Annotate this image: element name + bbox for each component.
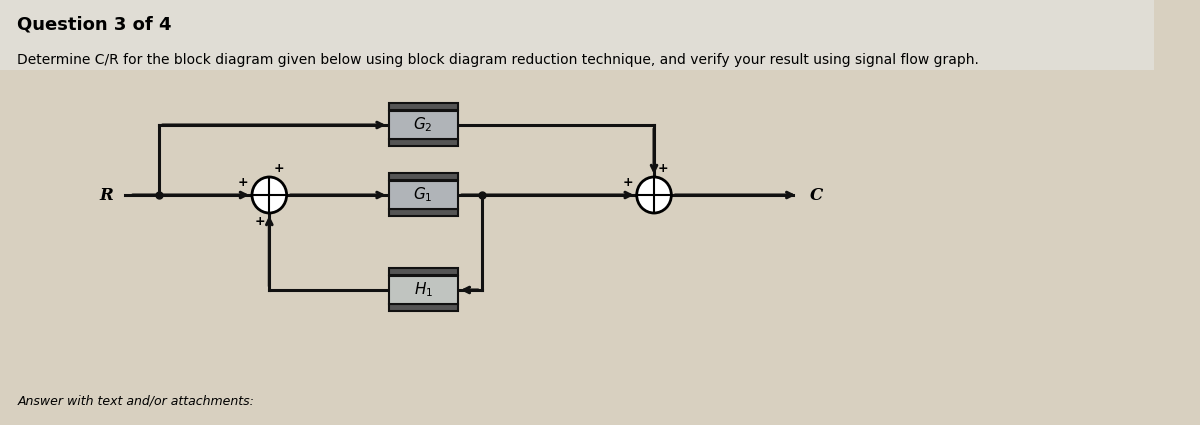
- Circle shape: [252, 177, 287, 213]
- FancyBboxPatch shape: [389, 111, 458, 139]
- Text: R: R: [100, 187, 114, 204]
- Text: Question 3 of 4: Question 3 of 4: [17, 15, 172, 33]
- Text: $G_2$: $G_2$: [414, 116, 433, 134]
- FancyBboxPatch shape: [389, 173, 458, 180]
- Text: Determine C/R for the block diagram given below using block diagram reduction te: Determine C/R for the block diagram give…: [17, 53, 979, 67]
- Text: Answer with text and/or attachments:: Answer with text and/or attachments:: [17, 394, 254, 407]
- FancyBboxPatch shape: [389, 181, 458, 209]
- Text: $G_1$: $G_1$: [414, 186, 433, 204]
- Text: +: +: [623, 176, 632, 189]
- Circle shape: [637, 177, 671, 213]
- Text: C: C: [810, 187, 823, 204]
- Text: $H_1$: $H_1$: [414, 280, 433, 299]
- Text: +: +: [274, 162, 283, 175]
- FancyBboxPatch shape: [0, 0, 1154, 70]
- Text: +: +: [254, 215, 265, 228]
- FancyBboxPatch shape: [389, 304, 458, 311]
- FancyBboxPatch shape: [389, 209, 458, 216]
- Text: +: +: [238, 176, 248, 189]
- Text: +: +: [658, 162, 668, 175]
- FancyBboxPatch shape: [389, 268, 458, 275]
- FancyBboxPatch shape: [389, 276, 458, 304]
- FancyBboxPatch shape: [389, 103, 458, 110]
- FancyBboxPatch shape: [389, 139, 458, 146]
